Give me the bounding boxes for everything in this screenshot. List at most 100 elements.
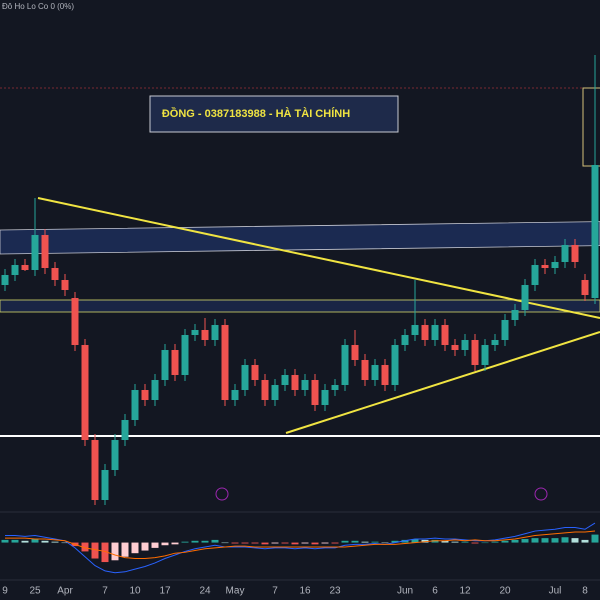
macd-histogram-bar	[271, 542, 279, 544]
macd-histogram-bar	[201, 540, 209, 543]
x-tick-label: 20	[499, 586, 511, 597]
candle-body	[201, 330, 209, 340]
macd-histogram-bar	[231, 542, 239, 544]
macd-histogram-bar	[551, 538, 559, 543]
candle-body	[101, 470, 109, 500]
macd-histogram-bar	[391, 540, 399, 543]
macd-histogram-bar	[241, 542, 249, 544]
x-tick-label: 24	[199, 586, 211, 597]
candle-body	[421, 325, 429, 340]
event-icon	[215, 487, 229, 501]
candle-body	[141, 390, 149, 400]
macd-histogram-bar	[151, 542, 159, 548]
macd-histogram-bar	[221, 542, 229, 544]
macd-histogram-bar	[131, 542, 139, 554]
candle-body	[131, 390, 139, 420]
macd-histogram-bar	[251, 542, 259, 544]
event-icon	[534, 487, 548, 501]
macd-histogram-bar	[321, 542, 329, 544]
macd-histogram-bar	[451, 541, 459, 543]
macd-histogram-bar	[531, 538, 539, 543]
trend-line	[37, 197, 600, 319]
candle-body	[231, 390, 239, 400]
candle-body	[291, 375, 299, 390]
candle-body	[61, 280, 69, 290]
candle-body	[571, 245, 579, 262]
macd-histogram-bar	[191, 540, 199, 543]
macd-signal-line	[5, 530, 596, 560]
macd-histogram-bar	[561, 537, 569, 543]
candle-body	[361, 360, 369, 380]
support-zone	[0, 299, 600, 313]
resistance-zone	[0, 221, 600, 255]
x-tick-label: 8	[582, 586, 588, 597]
candle-body	[321, 390, 329, 405]
macd-histogram-bar	[101, 542, 109, 563]
candle-body	[501, 320, 509, 340]
candle-body	[81, 345, 89, 440]
annotation-box	[149, 95, 399, 133]
candle-body	[1, 275, 9, 285]
x-tick-label: Jun	[397, 586, 413, 597]
macd-histogram-bar	[511, 539, 519, 543]
macd-histogram-bar	[1, 539, 9, 543]
candle-body	[401, 335, 409, 345]
x-tick-label: Apr	[57, 586, 73, 597]
macd-histogram-bar	[121, 542, 129, 557]
macd-histogram-bar	[461, 541, 469, 543]
trend-line	[285, 331, 600, 434]
macd-histogram-bar	[571, 538, 579, 543]
macd-histogram-bar	[181, 541, 189, 543]
macd-histogram-bar	[41, 540, 49, 543]
macd-histogram-bar	[291, 542, 299, 545]
candle-body	[211, 325, 219, 340]
macd-histogram-bar	[61, 542, 69, 544]
macd-histogram-bar	[11, 539, 19, 543]
macd-histogram-bar	[491, 541, 499, 543]
macd-histogram-bar	[21, 540, 29, 543]
macd-histogram-bar	[361, 541, 369, 543]
candle-body	[481, 345, 489, 365]
macd-histogram-bar	[351, 540, 359, 543]
candle-body	[121, 420, 129, 440]
candle-body	[581, 280, 589, 295]
x-tick-label: 6	[432, 586, 438, 597]
macd-histogram-bar	[331, 542, 339, 544]
candle-body	[431, 325, 439, 340]
x-tick-label: 12	[459, 586, 471, 597]
macd-histogram-bar	[541, 538, 549, 543]
candle-body	[11, 265, 19, 275]
x-tick-label: 17	[159, 586, 171, 597]
candle-body	[21, 265, 29, 270]
candle-body	[251, 365, 259, 380]
x-tick-label: 9	[2, 586, 8, 597]
macd-histogram-bar	[91, 542, 99, 559]
candle-body	[521, 285, 529, 310]
macd-histogram-bar	[471, 542, 479, 544]
macd-histogram-bar	[111, 542, 119, 561]
macd-histogram-bar	[281, 542, 289, 544]
candle-body	[51, 268, 59, 280]
candle-body	[351, 345, 359, 360]
candle-body	[41, 235, 49, 268]
candle-body	[441, 325, 449, 345]
candle-body	[331, 385, 339, 390]
candle-body	[151, 380, 159, 400]
macd-histogram-bar	[411, 539, 419, 543]
macd-histogram-bar	[31, 539, 39, 543]
macd-histogram-bar	[381, 542, 389, 544]
candle-body	[371, 365, 379, 380]
candle-body	[191, 330, 199, 335]
macd-histogram-bar	[591, 534, 599, 543]
candle-body	[461, 340, 469, 350]
candle-body	[311, 380, 319, 405]
candle-body	[281, 375, 289, 385]
candle-body	[261, 380, 269, 400]
macd-histogram-bar	[501, 540, 509, 543]
header: Đô Ho Lo Co 0 (0%)	[2, 2, 74, 11]
candle-body	[71, 298, 79, 345]
macd-histogram-bar	[371, 541, 379, 543]
macd-histogram-bar	[481, 542, 489, 544]
annotation: ĐỒNG - 0387183988 - HÀ TÀI CHÍNH	[162, 107, 350, 120]
